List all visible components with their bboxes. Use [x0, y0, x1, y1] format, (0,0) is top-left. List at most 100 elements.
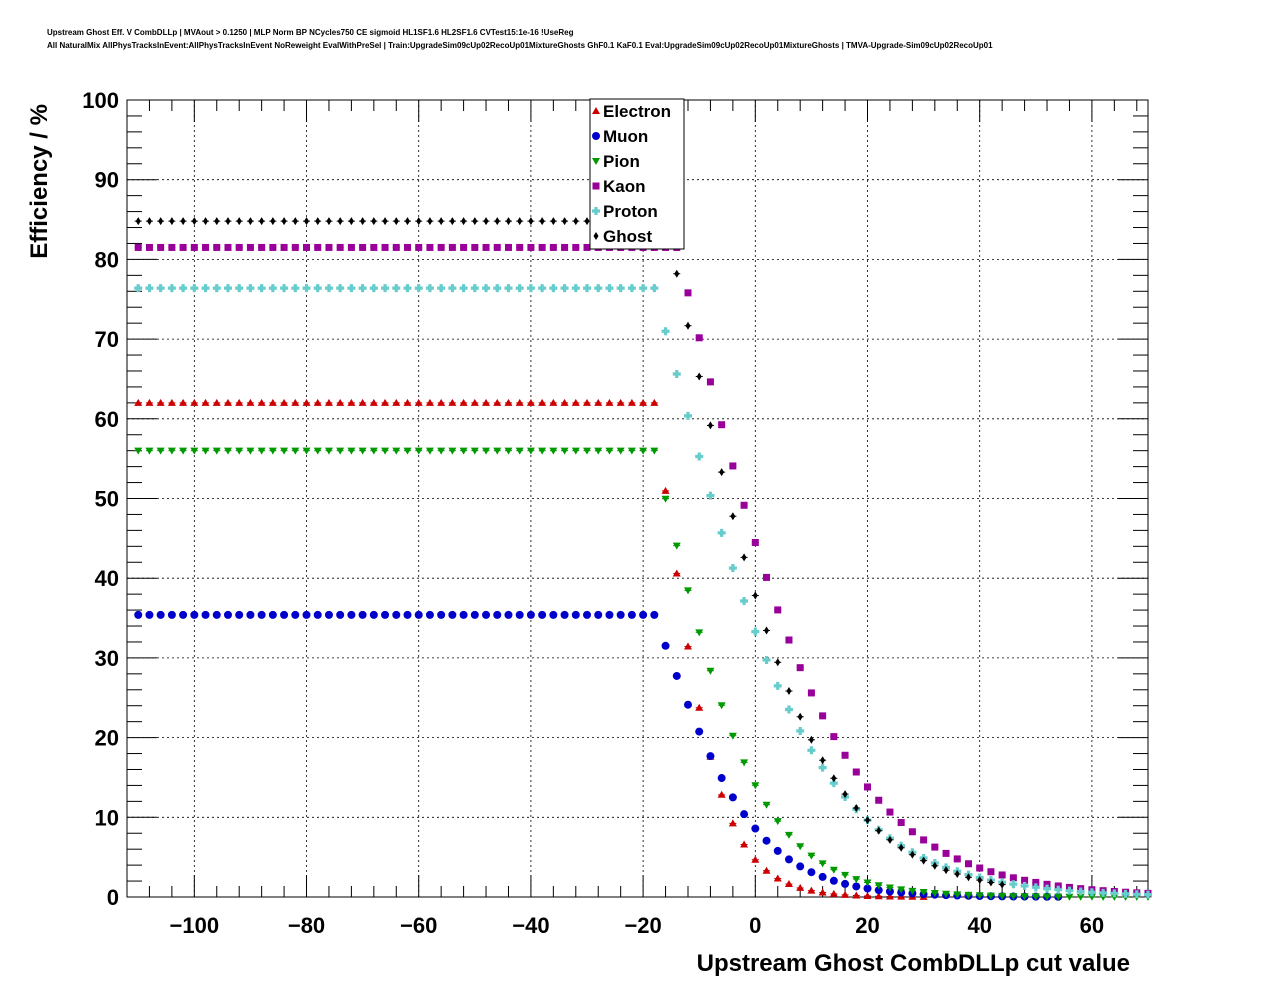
data-point	[347, 447, 356, 455]
series-electron	[134, 398, 928, 900]
data-point	[268, 398, 277, 406]
data-point	[201, 284, 210, 293]
data-point	[1009, 874, 1017, 882]
data-point	[683, 700, 692, 709]
data-point	[313, 610, 322, 619]
data-point	[493, 610, 502, 619]
data-point	[954, 869, 960, 878]
data-point	[291, 284, 300, 293]
data-point	[1043, 880, 1051, 888]
data-point	[482, 243, 490, 251]
data-point	[661, 641, 670, 650]
data-point	[1099, 893, 1108, 901]
data-point	[505, 217, 511, 226]
data-point	[324, 284, 333, 293]
data-point	[683, 411, 692, 420]
data-point	[774, 606, 782, 614]
data-point	[235, 243, 243, 251]
data-point	[336, 398, 345, 406]
data-point	[404, 217, 410, 226]
data-point	[336, 284, 345, 293]
x-tick-label: −80	[288, 913, 325, 938]
data-point	[425, 284, 434, 293]
data-point	[796, 862, 805, 871]
data-point	[246, 243, 254, 251]
data-point	[202, 243, 210, 251]
data-point	[369, 610, 378, 619]
data-point	[751, 538, 759, 546]
data-point	[369, 398, 378, 406]
data-point	[583, 284, 592, 293]
data-point	[223, 284, 232, 293]
data-point	[672, 542, 681, 550]
data-point	[134, 447, 143, 455]
data-point	[371, 217, 377, 226]
data-point	[672, 369, 681, 378]
data-point	[627, 447, 636, 455]
data-point	[594, 447, 603, 455]
data-point	[526, 447, 535, 455]
data-point	[920, 836, 928, 844]
data-point	[549, 243, 557, 251]
data-point	[291, 610, 300, 619]
data-point	[1031, 893, 1040, 901]
data-point	[874, 882, 883, 890]
data-point	[942, 890, 951, 898]
data-point	[763, 573, 771, 581]
data-point	[246, 398, 255, 406]
data-point	[190, 284, 199, 293]
data-point	[560, 610, 569, 619]
legend-marker-pion	[592, 158, 600, 165]
data-point	[425, 447, 434, 455]
data-point	[347, 243, 355, 251]
data-point	[302, 610, 311, 619]
data-point	[796, 883, 805, 891]
data-point	[762, 655, 771, 664]
y-tick-label: 10	[95, 805, 119, 830]
data-point	[145, 610, 154, 619]
data-point	[842, 790, 848, 799]
data-point	[324, 398, 333, 406]
data-point	[191, 217, 197, 226]
data-point	[605, 610, 614, 619]
data-point	[516, 243, 524, 251]
data-point	[751, 824, 760, 833]
data-point	[684, 289, 692, 297]
data-point	[280, 398, 289, 406]
data-point	[504, 243, 512, 251]
data-point	[786, 687, 792, 696]
data-point	[571, 610, 580, 619]
data-point	[717, 528, 726, 537]
legend-box	[589, 98, 685, 250]
data-point	[403, 284, 412, 293]
data-point	[179, 398, 188, 406]
data-point	[728, 819, 737, 827]
data-point	[921, 856, 927, 865]
data-point	[302, 447, 311, 455]
data-point	[268, 610, 277, 619]
y-tick-label: 80	[95, 247, 119, 272]
data-point	[1009, 880, 1018, 889]
x-tick-label: 40	[967, 913, 991, 938]
data-point	[437, 447, 446, 455]
data-point	[280, 243, 288, 251]
data-point	[560, 398, 569, 406]
data-point	[605, 447, 614, 455]
data-point	[482, 610, 491, 619]
data-point	[393, 217, 399, 226]
data-point	[157, 243, 165, 251]
data-point	[885, 884, 894, 892]
data-point	[639, 284, 648, 293]
data-point	[796, 843, 805, 851]
data-point	[190, 610, 199, 619]
data-point	[561, 243, 569, 251]
data-point	[841, 751, 849, 759]
data-point	[538, 398, 547, 406]
data-point	[235, 447, 244, 455]
data-point	[223, 447, 232, 455]
data-point	[1121, 889, 1130, 898]
data-point	[156, 284, 165, 293]
data-point	[695, 334, 703, 342]
data-point	[1009, 893, 1018, 901]
data-point	[1020, 881, 1029, 890]
